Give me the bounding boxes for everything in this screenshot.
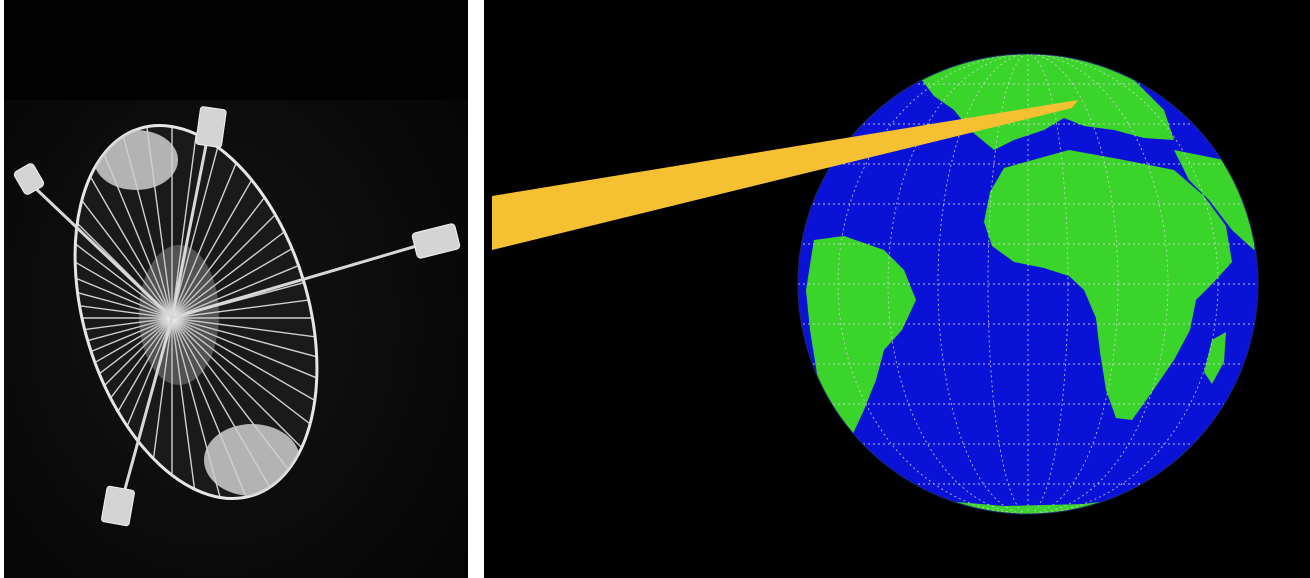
boom-unit-left (13, 163, 45, 195)
mesh-antenna-image (4, 0, 468, 578)
dish-wire-spoke (171, 317, 360, 449)
dish-panel-top (94, 130, 178, 190)
dish-wire-spoke (171, 217, 360, 319)
earth-globe (797, 53, 1259, 515)
antenna-photo-panel (4, 0, 468, 578)
boom-unit-top (195, 106, 227, 148)
dish-wire-spoke (171, 317, 207, 529)
graticule (798, 54, 1258, 514)
globe-beam-image (484, 0, 1310, 578)
signal-beam (492, 100, 1078, 250)
dish-panel-bottom (204, 424, 300, 496)
boom-unit-right (411, 223, 461, 259)
dish-wire-spoke (171, 187, 360, 319)
dish-wire-spoke (171, 317, 360, 353)
antenna-booms (30, 124, 431, 501)
boom-unit-bottom (101, 485, 135, 527)
globe-beam-panel (484, 0, 1310, 578)
dish-wire-spoke (171, 317, 360, 419)
dish-wire-spoke (137, 317, 173, 529)
dish-wire-spoke (171, 317, 360, 386)
dish-wire-spoke (171, 283, 360, 319)
